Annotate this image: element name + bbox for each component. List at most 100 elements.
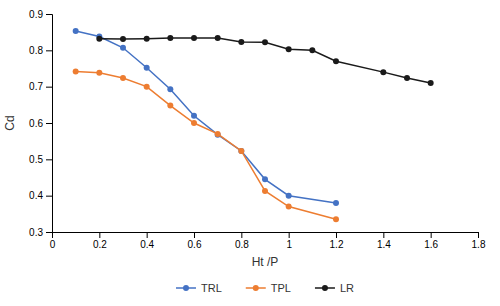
y-tick-label: 0.6 — [29, 118, 43, 129]
series-points — [73, 28, 339, 206]
x-tick-label: 0.6 — [188, 239, 202, 250]
data-point — [215, 35, 221, 41]
data-point — [309, 47, 315, 53]
y-tick-label: 0.5 — [29, 154, 43, 165]
data-point — [191, 113, 197, 119]
y-tick-label: 0.4 — [29, 190, 43, 201]
data-point — [404, 75, 410, 81]
y-tick-label: 0.3 — [29, 227, 43, 238]
data-point — [120, 75, 126, 81]
data-point — [238, 148, 244, 154]
y-tick: 0.6 — [29, 118, 52, 129]
y-axis-line — [46, 15, 53, 233]
legend-label: TPL — [271, 282, 291, 294]
data-point — [73, 68, 79, 74]
y-tick-mark — [46, 14, 52, 15]
data-point — [428, 80, 434, 86]
y-tick-label: 0.8 — [29, 45, 43, 56]
x-tick-mark — [194, 232, 195, 238]
data-point — [262, 176, 268, 182]
data-point — [380, 69, 386, 75]
x-tick-mark — [99, 232, 100, 238]
y-tick: 0.8 — [29, 45, 52, 56]
x-tick-mark — [241, 232, 242, 238]
data-point — [191, 35, 197, 41]
data-point — [167, 86, 173, 92]
data-point — [333, 216, 339, 222]
x-tick: 0.4 — [140, 232, 154, 250]
legend-marker — [253, 285, 259, 291]
data-point — [286, 204, 292, 210]
x-tick: 1.6 — [424, 232, 438, 250]
y-tick-mark — [46, 196, 52, 197]
legend-marker — [183, 285, 189, 291]
data-point — [238, 148, 244, 154]
x-tick-label: 1.4 — [377, 239, 391, 250]
legend-marker — [322, 285, 328, 291]
data-point — [144, 36, 150, 42]
data-point — [120, 36, 126, 42]
series-points — [96, 35, 433, 86]
data-point — [286, 46, 292, 52]
y-tick: 0.9 — [29, 9, 52, 20]
y-tick-mark — [46, 232, 52, 233]
data-point — [238, 39, 244, 45]
series-line — [99, 38, 430, 83]
legend: TRL TPL LR — [176, 282, 354, 294]
data-point — [144, 84, 150, 90]
x-tick-mark — [431, 232, 432, 238]
x-tick-label: 1.2 — [330, 239, 344, 250]
x-tick-label: 1 — [286, 239, 292, 250]
y-tick-label: 0.7 — [29, 81, 43, 92]
y-tick: 0.4 — [29, 190, 52, 201]
data-point — [96, 36, 102, 42]
x-axis: 0 0.2 0.4 0.6 0.8 1 1.2 1.4 1.6 1.8 — [50, 232, 486, 250]
x-tick-mark — [478, 232, 479, 238]
y-tick-label: 0.9 — [29, 9, 43, 20]
x-axis-title: Ht /P — [252, 255, 279, 269]
data-point — [167, 103, 173, 109]
series-points — [73, 68, 339, 222]
x-tick-mark — [147, 232, 148, 238]
x-tick: 0.6 — [188, 232, 202, 250]
y-axis-title: Cd — [3, 115, 17, 130]
data-point — [286, 193, 292, 199]
x-tick-label: 0 — [50, 239, 56, 250]
x-tick: 1 — [286, 232, 292, 250]
x-tick-mark — [289, 232, 290, 238]
data-point — [73, 28, 79, 34]
x-tick-mark — [336, 232, 337, 238]
series-line — [76, 71, 336, 219]
legend-label: TRL — [201, 282, 222, 294]
legend-item: LR — [315, 282, 354, 294]
data-point — [120, 45, 126, 51]
data-point — [167, 35, 173, 41]
data-point — [191, 120, 197, 126]
data-point — [333, 200, 339, 206]
legend-item: TPL — [246, 282, 291, 294]
y-tick-mark — [46, 50, 52, 51]
chart: 0 0.2 0.4 0.6 0.8 1 1.2 1.4 1.6 1.8 0.3 0.4 0.5 0.6 0.… — [0, 0, 500, 306]
x-tick-label: 0.2 — [93, 239, 107, 250]
y-tick-mark — [46, 87, 52, 88]
x-tick: 0.2 — [93, 232, 107, 250]
x-tick-label: 1.6 — [424, 239, 438, 250]
legend-label: LR — [340, 282, 354, 294]
legend-item: TRL — [176, 282, 222, 294]
x-tick: 0.8 — [235, 232, 249, 250]
data-point — [144, 65, 150, 71]
y-tick: 0.7 — [29, 81, 52, 92]
series-line — [76, 31, 336, 203]
data-point — [215, 132, 221, 138]
data-point — [262, 39, 268, 45]
y-tick: 0.5 — [29, 154, 52, 165]
x-tick-label: 0.4 — [140, 239, 154, 250]
x-tick: 1.8 — [472, 232, 486, 250]
y-tick-mark — [46, 123, 52, 124]
x-tick: 1.4 — [377, 232, 391, 250]
x-axis-line — [53, 233, 479, 239]
data-point — [215, 131, 221, 137]
y-tick-mark — [46, 159, 52, 160]
data-point — [262, 188, 268, 194]
x-tick-mark — [383, 232, 384, 238]
